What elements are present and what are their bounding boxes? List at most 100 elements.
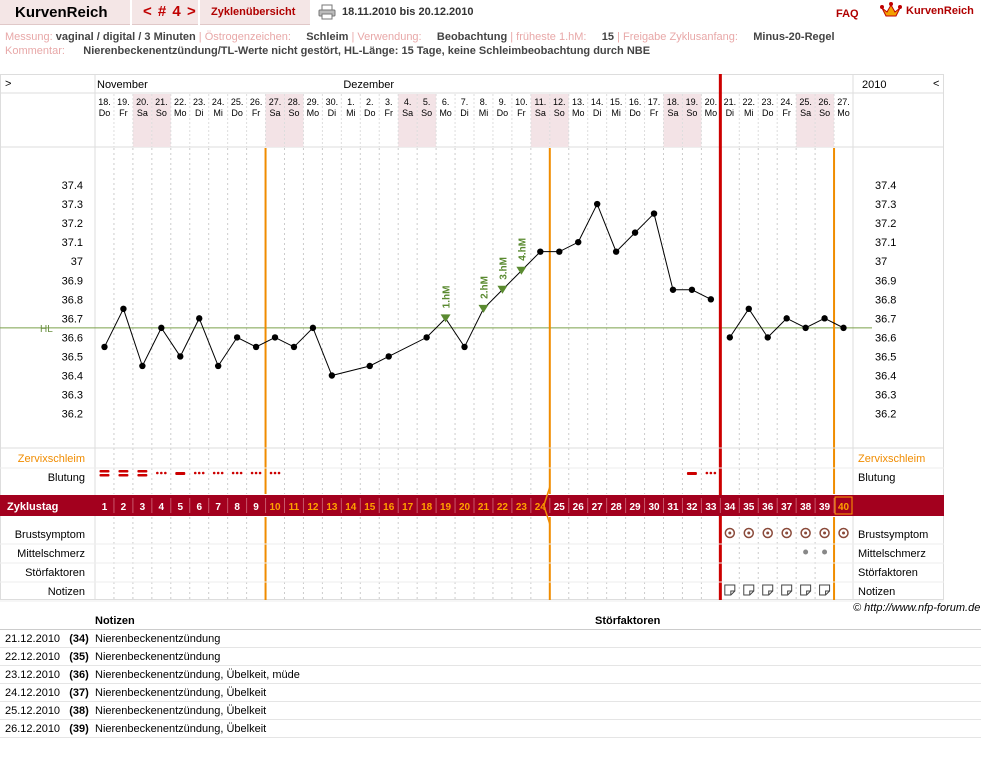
- weekday-label: Fr: [119, 108, 128, 118]
- notes-text: Nierenbeckenentzündung, Übelkeit: [95, 701, 595, 720]
- hm-label: früheste 1.hM:: [516, 31, 587, 43]
- row-label-stoer: Störfaktoren: [25, 567, 85, 579]
- notes-text: Nierenbeckenentzündung, Übelkeit: [95, 683, 595, 702]
- weekday-label: So: [554, 108, 565, 118]
- bleeding-mark: [175, 472, 186, 475]
- bleeding-mark: [709, 471, 713, 475]
- temperature-point: [575, 238, 582, 246]
- notes-text: Nierenbeckenentzündung: [95, 629, 595, 648]
- breast-symptom-icon: [747, 531, 751, 535]
- breast-symptom-icon: [800, 527, 811, 539]
- phase-line-bent: [543, 486, 551, 525]
- cycle-day-number: 37: [781, 502, 793, 513]
- cycle-day-highlight: [834, 496, 853, 515]
- y-tick-left: 36.3: [62, 390, 83, 402]
- day-label: 23.: [761, 97, 774, 107]
- day-label: 11.: [534, 97, 546, 107]
- temperature-point: [726, 334, 734, 341]
- top-bar: KurvenReich < # 4 > Zyklenübersicht 18.1…: [0, 0, 981, 26]
- notes-cycle-day: (36): [69, 668, 89, 681]
- y-tick-right: 37.4: [875, 180, 896, 192]
- day-label: 28.: [288, 97, 301, 107]
- bleeding-mark: [713, 471, 717, 475]
- notes-row: 22.12.2010 (35) Nierenbeckenentzündung: [0, 647, 981, 666]
- y-tick-left: 36.7: [62, 313, 83, 325]
- day-label: 17.: [648, 97, 661, 107]
- cycle-day-number: 20: [459, 502, 471, 513]
- cycle-day-number: 24: [535, 502, 547, 513]
- cycle-box: [132, 0, 198, 25]
- temperature-point: [669, 286, 677, 293]
- row-label-mittel-right: Mittelschmerz: [858, 548, 926, 560]
- year-label: 2010: [862, 79, 886, 91]
- weekday-label: Mo: [705, 108, 718, 118]
- cycle-day-number: 29: [630, 502, 642, 513]
- weekday-label: Mi: [346, 108, 356, 118]
- weekend-shading: [284, 94, 304, 147]
- weekday-label: Sa: [667, 108, 678, 118]
- notes-cycle-day: (38): [69, 704, 89, 717]
- verwendung-label: Verwendung:: [357, 31, 422, 43]
- y-tick-left: 37.3: [62, 199, 83, 211]
- note-icon: [787, 590, 792, 595]
- temperature-point: [196, 315, 203, 322]
- weekend-shading: [796, 94, 816, 147]
- weekend-shading: [815, 94, 835, 147]
- weekday-label: Do: [497, 108, 509, 118]
- bleeding-mark: [137, 470, 148, 473]
- kommentar-value: Nierenbeckenentzündung/TL-Werte nicht ge…: [83, 45, 651, 57]
- bleeding-mark: [193, 471, 197, 475]
- cycle-day-number: 23: [516, 502, 528, 513]
- y-tick-left: 37.4: [62, 180, 83, 192]
- cycle-day-number: 12: [307, 502, 319, 513]
- brand-logo[interactable]: KurvenReich: [15, 4, 108, 21]
- bleeding-mark: [273, 471, 277, 475]
- notes-table: Notizen Störfaktoren 21.12.2010 (34) Nier…: [0, 613, 981, 738]
- cycle-day-number: 36: [762, 502, 774, 513]
- day-label: 20.: [136, 97, 149, 107]
- day-label: 27.: [269, 97, 282, 107]
- notes-row: 21.12.2010 (34) Nierenbeckenentzündung: [0, 629, 981, 648]
- day-label: 25.: [231, 97, 244, 107]
- temperature-point: [366, 362, 373, 370]
- breast-symptom-icon: [823, 531, 827, 535]
- month-label: Dezember: [343, 79, 394, 91]
- faq-link[interactable]: FAQ: [836, 8, 859, 20]
- cycle-day-number: 3: [140, 502, 146, 513]
- day-label: 19.: [686, 97, 699, 107]
- note-icon: [724, 584, 736, 596]
- note-icon: [806, 590, 811, 595]
- day-label: 22.: [174, 97, 187, 107]
- printer-icon[interactable]: [318, 4, 336, 20]
- cycle-overview-link[interactable]: Zyklenübersicht: [211, 6, 296, 18]
- cycle-day-number: 2: [121, 502, 127, 513]
- y-tick-right: 36.8: [875, 294, 896, 306]
- weekday-label: Mo: [572, 108, 585, 118]
- cycle-day-number: 16: [383, 502, 395, 513]
- bleeding-mark: [686, 472, 697, 475]
- weekday-label: Do: [364, 108, 376, 118]
- temperature-point: [328, 372, 336, 379]
- y-tick-left: 36.5: [62, 351, 83, 363]
- y-tick-left: 37.2: [62, 218, 83, 230]
- temperature-point: [158, 324, 165, 332]
- y-tick-left: 36.8: [62, 294, 83, 306]
- cycle-day-number: 26: [573, 502, 585, 513]
- messung-value: vaginal / digital / 3 Minuten: [55, 31, 196, 43]
- row-label-mittel: Mittelschmerz: [17, 548, 85, 560]
- cycle-day-number: 7: [215, 502, 221, 513]
- y-tick-right: 36.5: [875, 351, 896, 363]
- row-label-stoer-right: Störfaktoren: [858, 567, 918, 579]
- weekday-label: Do: [762, 108, 774, 118]
- breast-symptom-icon: [728, 531, 732, 535]
- brand-logo-right[interactable]: KurvenReich: [906, 5, 974, 17]
- day-label: 27.: [837, 97, 850, 107]
- temperature-point: [120, 305, 127, 313]
- next-arrow: <: [933, 78, 939, 90]
- weekday-label: So: [421, 108, 432, 118]
- cycle-switcher[interactable]: < # 4 >: [143, 3, 197, 20]
- weekend-shading: [682, 94, 702, 147]
- weekday-label: Sa: [535, 108, 546, 118]
- copyright[interactable]: © http://www.nfp-forum.de: [853, 602, 981, 614]
- temperature-point: [783, 315, 790, 322]
